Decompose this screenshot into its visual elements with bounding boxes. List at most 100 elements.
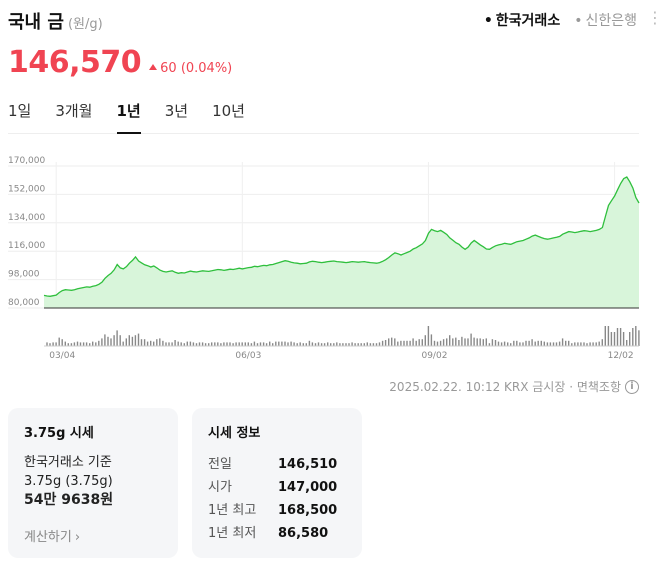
volume-bar	[101, 338, 103, 346]
volume-bar	[427, 326, 430, 346]
volume-bar	[583, 342, 585, 346]
volume-bar	[253, 341, 256, 346]
volume-bar	[314, 343, 317, 346]
volume-bar	[436, 341, 439, 346]
volume-bar	[308, 340, 311, 346]
volume-bar	[113, 335, 115, 346]
price-change: 60 (0.04%)	[149, 61, 232, 76]
tab-1-year[interactable]: 1년	[116, 96, 141, 134]
calculate-link-label: 계산하기	[24, 530, 72, 545]
info-row: 1년 최고 168,500	[208, 499, 346, 522]
card-title: 시세 정보	[208, 426, 261, 441]
volume-bar	[265, 343, 268, 346]
volume-bar	[269, 341, 271, 346]
volume-bar	[470, 333, 472, 346]
volume-bar	[400, 340, 402, 346]
volume-bar	[52, 342, 54, 346]
volume-bar	[296, 343, 298, 346]
volume-bar	[320, 343, 323, 346]
volume-bar	[250, 343, 253, 346]
header: 국내 금(원/g) 한국거래소 신한은행 ⋮	[8, 8, 657, 34]
volume-bar	[156, 339, 158, 346]
volume-bar	[571, 343, 573, 346]
source-tab-krx[interactable]: 한국거래소	[484, 10, 560, 30]
volume-bar	[561, 338, 564, 346]
x-tick-label: 12/02	[608, 351, 634, 361]
volume-bar	[204, 343, 207, 346]
unit-label: (원/g)	[67, 17, 103, 32]
triangle-up-icon	[149, 64, 158, 70]
volume-bar	[311, 342, 314, 346]
volume-bar	[73, 342, 76, 346]
tab-10-year[interactable]: 10년	[212, 102, 245, 120]
volume-bar	[262, 342, 265, 346]
volume-bar	[116, 330, 118, 346]
volume-bar	[211, 342, 213, 346]
info-label: 시가	[208, 480, 232, 495]
volume-bar	[449, 335, 451, 346]
volume-bar	[89, 343, 91, 346]
volume-bar	[546, 342, 549, 346]
volume-bar	[259, 342, 262, 346]
price-chart[interactable]: 170,000 152,000 134,000 116,000 98,000 80,000…	[0, 150, 657, 370]
calculate-link[interactable]: 계산하기 ›	[24, 526, 80, 545]
card-weight: 3.75g (3.75g)	[24, 474, 113, 489]
volume-bar	[592, 342, 594, 346]
volume-bar	[464, 338, 466, 346]
tab-3-year[interactable]: 3년	[164, 102, 189, 120]
volume-bar	[165, 342, 167, 346]
volume-bar	[143, 339, 146, 346]
volume-bar	[223, 342, 225, 346]
info-row: 1년 최저 86,580	[208, 522, 346, 545]
volume-bar	[174, 340, 176, 346]
tab-3-month[interactable]: 3개월	[55, 102, 93, 120]
card-basis: 한국거래소 기준	[24, 455, 112, 470]
volume-bar	[79, 342, 82, 346]
volume-bar	[241, 342, 243, 346]
volume-bar	[348, 343, 350, 346]
volume-bar	[278, 341, 280, 346]
volume-bar	[525, 340, 527, 346]
y-tick-label: 98,000	[8, 270, 40, 280]
volume-bar	[327, 342, 329, 346]
volume-bar	[552, 342, 555, 346]
volume-bar	[366, 342, 368, 346]
volume-bar	[412, 338, 414, 346]
volume-bar	[397, 341, 399, 346]
volume-bar	[82, 342, 85, 346]
volume-bar	[482, 339, 484, 346]
volume-bar	[217, 342, 219, 346]
volume-bar	[150, 340, 152, 346]
volume-bar	[381, 340, 384, 346]
volume-bar	[153, 341, 155, 346]
y-tick-label: 134,000	[8, 213, 45, 223]
more-vertical-icon[interactable]: ⋮	[647, 8, 657, 27]
volume-bar	[638, 330, 640, 346]
volume-bar	[58, 337, 60, 346]
volume-bar	[339, 343, 341, 346]
volume-bar	[461, 336, 463, 346]
volume-bar	[580, 342, 582, 346]
volume-bar	[180, 342, 182, 346]
volume-bar	[491, 339, 494, 346]
volume-bar	[244, 342, 246, 346]
volume-bar	[214, 342, 216, 346]
volume-bar	[134, 335, 137, 346]
source-tab-shinhan[interactable]: 신한은행	[574, 10, 637, 30]
volume-bar	[503, 341, 506, 346]
info-circle-icon[interactable]: i	[625, 379, 639, 394]
volume-bar	[189, 341, 192, 346]
volume-bar	[122, 341, 124, 346]
volume-bar	[159, 338, 161, 346]
tab-1-day[interactable]: 1일	[8, 102, 32, 120]
card-amount: 54만 9638원	[24, 492, 114, 508]
volume-bar	[363, 343, 365, 346]
volume-bar	[534, 341, 536, 346]
page-title: 국내 금 (원/g)	[8, 8, 103, 34]
volume-bar	[64, 341, 66, 346]
timestamp-text: 2025.02.22. 10:12 KRX 금시장 · 면책조항	[389, 380, 621, 394]
volume-bar	[107, 336, 109, 346]
volume-bar	[595, 342, 597, 346]
info-row: 전일 146,510	[208, 453, 346, 476]
volume-bar	[574, 342, 576, 346]
